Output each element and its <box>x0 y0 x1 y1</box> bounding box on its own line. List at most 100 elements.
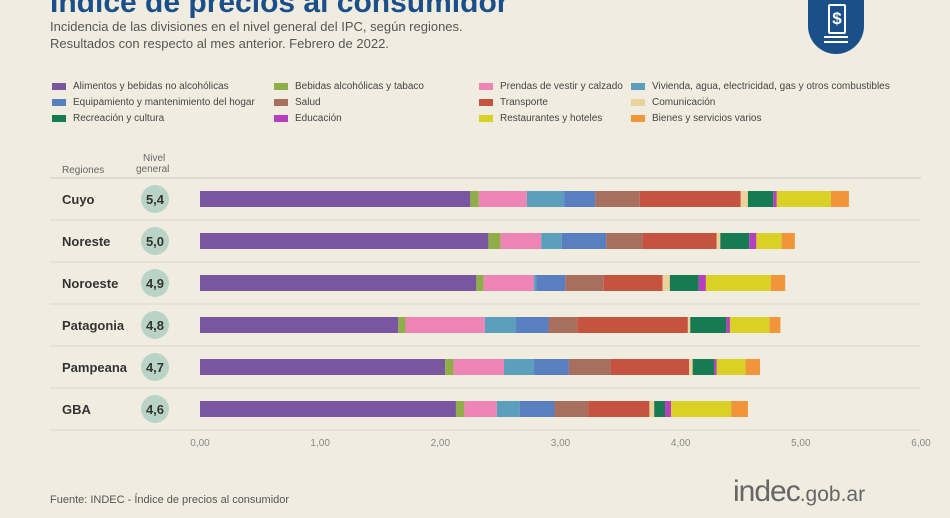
legend-swatch <box>274 115 288 122</box>
level-value: 4,8 <box>146 318 164 333</box>
bar-segment <box>200 275 477 291</box>
level-header-line-2: general <box>136 164 170 175</box>
legend-item: Vivienda, agua, electricidad, gas y otro… <box>631 81 890 92</box>
bar-segment <box>200 401 456 417</box>
bar-segment <box>776 191 831 207</box>
bar-segment <box>588 401 650 417</box>
legend-label: Bienes y servicios varios <box>652 113 762 124</box>
region-label: Noroeste <box>62 276 118 291</box>
bar-segment <box>639 191 741 207</box>
bar-segment <box>769 317 781 333</box>
legend-label: Comunicación <box>652 97 716 108</box>
bar-segment <box>731 401 748 417</box>
bar-segment <box>548 317 578 333</box>
bar-segment <box>200 191 471 207</box>
legend-swatch <box>631 115 645 122</box>
level-circle <box>141 269 169 297</box>
legend-label: Equipamiento y mantenimiento del hogar <box>73 97 255 108</box>
bar-segment <box>526 191 565 207</box>
bar-segment <box>200 233 489 249</box>
level-value: 4,6 <box>146 402 164 417</box>
bar-segment <box>740 191 748 207</box>
indec-badge: $ <box>808 0 864 54</box>
logo-domain-text: .gob.ar <box>799 483 866 506</box>
level-header-line-1: Nivel <box>143 153 166 164</box>
bar-segment <box>595 191 640 207</box>
level-circle <box>141 395 169 423</box>
bar-segment <box>729 317 770 333</box>
bar-segment <box>500 233 542 249</box>
region-label: Noreste <box>62 234 110 249</box>
x-tick-label: 4,00 <box>671 438 691 449</box>
subtitle-line-2: Resultados con respecto al mes anterior.… <box>50 36 389 51</box>
bar-segment <box>698 275 706 291</box>
x-tick-label: 3,00 <box>551 438 571 449</box>
legend-label: Vivienda, agua, electricidad, gas y otro… <box>652 81 890 92</box>
bar-segment <box>455 401 465 417</box>
legend-item: Transporte <box>479 97 548 108</box>
bar-segment <box>398 317 406 333</box>
bar-segment <box>689 359 693 375</box>
bar-segment <box>665 401 672 417</box>
bar-segment <box>519 401 555 417</box>
legend-label: Prendas de vestir y calzado <box>500 81 623 92</box>
level-circle <box>141 227 169 255</box>
bar-segment <box>478 191 527 207</box>
legend-swatch <box>479 115 493 122</box>
bar-segment <box>716 359 746 375</box>
legend-item: Comunicación <box>631 97 715 108</box>
subtitle-line-1: Incidencia de las divisiones en el nivel… <box>50 19 463 34</box>
regions-header: Regiones <box>62 165 105 176</box>
bar-segment <box>484 317 517 333</box>
bar-segment <box>726 317 730 333</box>
region-label: GBA <box>62 402 92 417</box>
bar-segment <box>756 233 782 249</box>
bar-segment <box>669 275 699 291</box>
bar-segment <box>565 275 604 291</box>
legend-swatch <box>274 99 288 106</box>
level-circle <box>141 353 169 381</box>
region-label: Pampeana <box>62 360 128 375</box>
source-note: Fuente: INDEC - Índice de precios al con… <box>50 494 290 506</box>
indec-logo: indec.gob.ar <box>733 475 865 509</box>
legend-swatch <box>52 83 66 90</box>
badge-underline <box>824 41 848 43</box>
bar-segment <box>662 275 670 291</box>
logo-main-text: indec <box>733 475 801 508</box>
bar-segment <box>690 317 727 333</box>
legend-item: Alimentos y bebidas no alcohólicas <box>52 81 229 92</box>
badge-underline <box>824 36 848 38</box>
dollar-receipt-icon: $ <box>828 4 846 34</box>
bar-segment <box>536 275 566 291</box>
legend-item: Equipamiento y mantenimiento del hogar <box>52 97 255 108</box>
legend-item: Educación <box>274 113 342 124</box>
bar-segment <box>464 401 497 417</box>
legend-label: Recreación y cultura <box>73 113 165 124</box>
bar-segment <box>749 233 757 249</box>
bar-segment <box>534 275 537 291</box>
bar-segment <box>720 233 750 249</box>
level-value: 4,7 <box>146 360 164 375</box>
bar-segment <box>654 401 666 417</box>
bar-segment <box>541 233 562 249</box>
page-title: Índice de precios al consumidor <box>50 0 509 19</box>
legend-item: Salud <box>274 97 321 108</box>
bar-segment <box>496 401 520 417</box>
legend-swatch <box>479 99 493 106</box>
bar-segment <box>770 275 786 291</box>
bar-segment <box>692 359 715 375</box>
bar-segment <box>483 275 535 291</box>
x-tick-label: 6,00 <box>911 438 931 449</box>
bar-segment <box>714 359 717 375</box>
bar-segment <box>564 191 596 207</box>
legend-label: Salud <box>295 97 321 108</box>
x-tick-label: 1,00 <box>310 438 330 449</box>
bar-segment <box>671 401 732 417</box>
bar-segment <box>568 359 611 375</box>
legend-swatch <box>52 99 66 106</box>
region-label: Cuyo <box>62 192 95 207</box>
level-value: 4,9 <box>146 276 164 291</box>
legend-label: Educación <box>295 113 342 124</box>
bar-segment <box>773 191 777 207</box>
